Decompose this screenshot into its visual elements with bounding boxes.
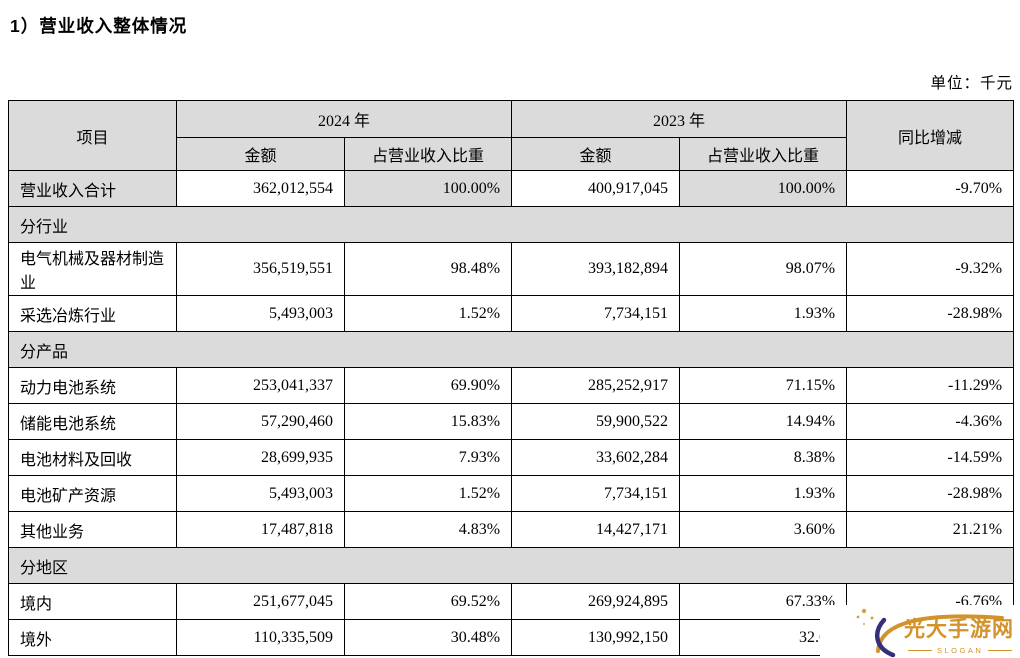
share-2024: 30.48% bbox=[343, 619, 513, 656]
amount-2023: 400,917,045 bbox=[511, 170, 681, 207]
table-row: 其他业务 17,487,818 4.83% 14,427,171 3.60% 2… bbox=[8, 511, 1015, 548]
share-2023: 32.67 bbox=[679, 619, 848, 656]
amount-2023: 393,182,894 bbox=[511, 242, 681, 296]
share-2024: 100.00% bbox=[343, 170, 513, 207]
share-2024: 98.48% bbox=[343, 242, 513, 296]
slogan-line-right bbox=[988, 650, 1013, 651]
col-header-amount-2024: 金额 bbox=[176, 137, 345, 171]
share-2023: 8.38% bbox=[679, 439, 848, 476]
share-2023: 100.00% bbox=[679, 170, 848, 207]
table-row: 动力电池系统 253,041,337 69.90% 285,252,917 71… bbox=[8, 367, 1015, 404]
amount-2024: 362,012,554 bbox=[176, 170, 345, 207]
amount-2024: 17,487,818 bbox=[176, 511, 345, 548]
amount-2024: 28,699,935 bbox=[176, 439, 345, 476]
yoy-change: -4.36% bbox=[846, 403, 1015, 440]
row-label: 储能电池系统 bbox=[8, 403, 177, 440]
amount-2024: 251,677,045 bbox=[176, 583, 345, 620]
crescent-logo-icon bbox=[856, 608, 1004, 658]
row-label: 境外 bbox=[8, 619, 177, 656]
col-header-yoy: 同比增减 bbox=[846, 100, 1015, 171]
yoy-change: -11.29% bbox=[846, 367, 1015, 404]
share-2024: 69.90% bbox=[343, 367, 513, 404]
col-header-item: 项目 bbox=[8, 100, 177, 171]
row-label: 电池矿产资源 bbox=[8, 475, 177, 512]
share-2023: 3.60% bbox=[679, 511, 848, 548]
share-2023: 98.07% bbox=[679, 242, 848, 296]
amount-2024: 5,493,003 bbox=[176, 295, 345, 332]
amount-2023: 14,427,171 bbox=[511, 511, 681, 548]
header-row-sub: 金额 占营业收入比重 金额 占营业收入比重 bbox=[9, 137, 1014, 171]
share-2024: 1.52% bbox=[343, 295, 513, 332]
col-header-share-2024: 占营业收入比重 bbox=[343, 137, 513, 171]
amount-2024: 5,493,003 bbox=[176, 475, 345, 512]
table-row: 电池材料及回收 28,699,935 7.93% 33,602,284 8.38… bbox=[8, 439, 1015, 476]
col-header-year-2024: 2024 年 bbox=[175, 100, 513, 138]
table-row: 电池矿产资源 5,493,003 1.52% 7,734,151 1.93% -… bbox=[8, 475, 1015, 512]
row-label: 电池材料及回收 bbox=[8, 439, 177, 476]
row-label: 采选冶炼行业 bbox=[8, 295, 177, 332]
share-2024: 7.93% bbox=[343, 439, 513, 476]
table-row: 采选冶炼行业 5,493,003 1.52% 7,734,151 1.93% -… bbox=[8, 295, 1015, 332]
amount-2023: 7,734,151 bbox=[511, 295, 681, 332]
watermark-slogan: SLOGAN bbox=[908, 646, 1013, 655]
yoy-change: -14.59% bbox=[846, 439, 1015, 476]
revenue-table: 项目 2024 年 2023 年 同比增减 金额 占营业收入比重 金额 占营业收… bbox=[7, 100, 1015, 656]
page-title: 1）营业收入整体情况 bbox=[10, 16, 188, 36]
share-2023: 14.94% bbox=[679, 403, 848, 440]
row-label: 电气机械及器材制造业 bbox=[8, 242, 177, 296]
unit-label: 单位：千元 bbox=[930, 75, 1013, 92]
share-2024: 69.52% bbox=[343, 583, 513, 620]
watermark-name: 光大手游网 bbox=[904, 618, 1014, 641]
slogan-text: SLOGAN bbox=[937, 646, 984, 655]
col-header-amount-2023: 金额 bbox=[511, 137, 681, 171]
section-label: 分地区 bbox=[7, 547, 1015, 584]
table-row: 电气机械及器材制造业 356,519,551 98.48% 393,182,89… bbox=[8, 242, 1015, 296]
share-2024: 15.83% bbox=[343, 403, 513, 440]
amount-2024: 110,335,509 bbox=[176, 619, 345, 656]
amount-2023: 269,924,895 bbox=[511, 583, 681, 620]
amount-2024: 57,290,460 bbox=[176, 403, 345, 440]
section-row-region: 分地区 bbox=[7, 547, 1015, 584]
row-label: 其他业务 bbox=[8, 511, 177, 548]
share-2024: 4.83% bbox=[343, 511, 513, 548]
section-label: 分行业 bbox=[7, 206, 1015, 243]
yoy-change: 21.21% bbox=[846, 511, 1015, 548]
row-label: 动力电池系统 bbox=[8, 367, 177, 404]
section-row-product: 分产品 bbox=[7, 331, 1015, 368]
share-2023: 1.93% bbox=[679, 475, 848, 512]
header-row-years: 项目 2024 年 2023 年 同比增减 bbox=[8, 100, 1015, 171]
share-2023: 1.93% bbox=[679, 295, 848, 332]
watermark: 光大手游网 SLOGAN bbox=[820, 605, 1020, 658]
section-row-industry: 分行业 bbox=[7, 206, 1015, 243]
table-row: 储能电池系统 57,290,460 15.83% 59,900,522 14.9… bbox=[8, 403, 1015, 440]
table-row-total: 营业收入合计 362,012,554 100.00% 400,917,045 1… bbox=[8, 170, 1015, 207]
amount-2023: 59,900,522 bbox=[511, 403, 681, 440]
amount-2024: 356,519,551 bbox=[176, 242, 345, 296]
row-label: 营业收入合计 bbox=[8, 170, 177, 207]
share-2023: 67.33% bbox=[679, 583, 848, 620]
yoy-change: -9.70% bbox=[846, 170, 1015, 207]
row-label: 境内 bbox=[8, 583, 177, 620]
amount-2023: 130,992,150 bbox=[511, 619, 681, 656]
share-2024: 1.52% bbox=[343, 475, 513, 512]
amount-2023: 7,734,151 bbox=[511, 475, 681, 512]
yoy-change: -28.98% bbox=[846, 295, 1015, 332]
share-2023: 71.15% bbox=[679, 367, 848, 404]
amount-2023: 33,602,284 bbox=[511, 439, 681, 476]
col-header-year-2023: 2023 年 bbox=[511, 100, 848, 138]
yoy-change: -28.98% bbox=[846, 475, 1015, 512]
col-header-share-2023: 占营业收入比重 bbox=[679, 137, 848, 171]
section-label: 分产品 bbox=[7, 331, 1015, 368]
slogan-line-left bbox=[908, 650, 932, 651]
amount-2024: 253,041,337 bbox=[176, 367, 345, 404]
amount-2023: 285,252,917 bbox=[511, 367, 681, 404]
yoy-change: -9.32% bbox=[846, 242, 1015, 296]
